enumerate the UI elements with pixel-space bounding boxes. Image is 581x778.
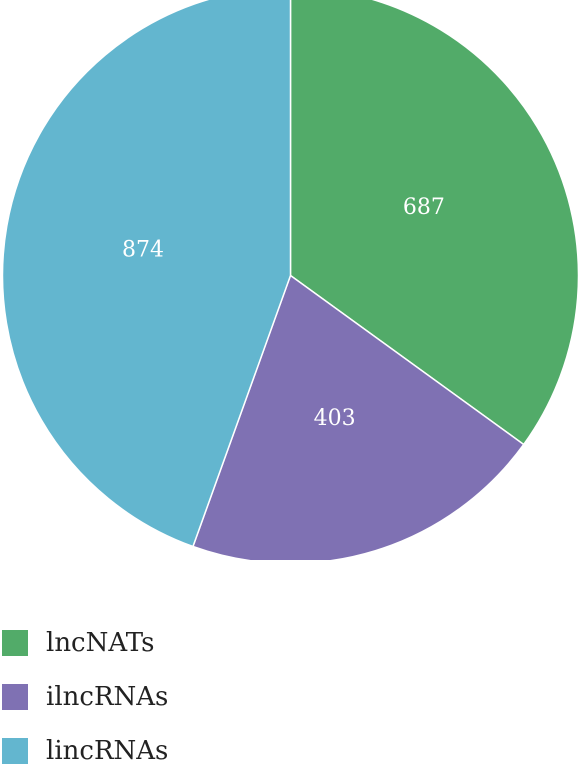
legend-swatch-lncnats (2, 630, 28, 656)
legend-swatch-lincrnas (2, 738, 28, 764)
legend: lncNATs ilncRNAs lincRNAs (2, 616, 402, 778)
legend-label-lncnats: lncNATs (46, 628, 155, 658)
pie-chart-svg: 687 403 874 (1, 0, 580, 560)
pie-slice-lincrnas (1, 0, 292, 548)
legend-item-lincrnas: lincRNAs (2, 724, 402, 778)
pie-chart: 687 403 874 (1, 0, 580, 560)
legend-label-lincrnas: lincRNAs (46, 736, 169, 766)
pie-slice-ilncrnas (192, 274, 525, 560)
data-label-lincrnas: 874 (122, 237, 164, 262)
legend-label-ilncrnas: ilncRNAs (46, 682, 169, 712)
legend-swatch-ilncrnas (2, 684, 28, 710)
pie-slice-lncnats (289, 0, 580, 446)
legend-item-ilncrnas: ilncRNAs (2, 670, 402, 724)
data-label-ilncrnas: 403 (314, 406, 356, 431)
legend-item-lncnats: lncNATs (2, 616, 402, 670)
data-label-lncnats: 687 (403, 195, 445, 220)
